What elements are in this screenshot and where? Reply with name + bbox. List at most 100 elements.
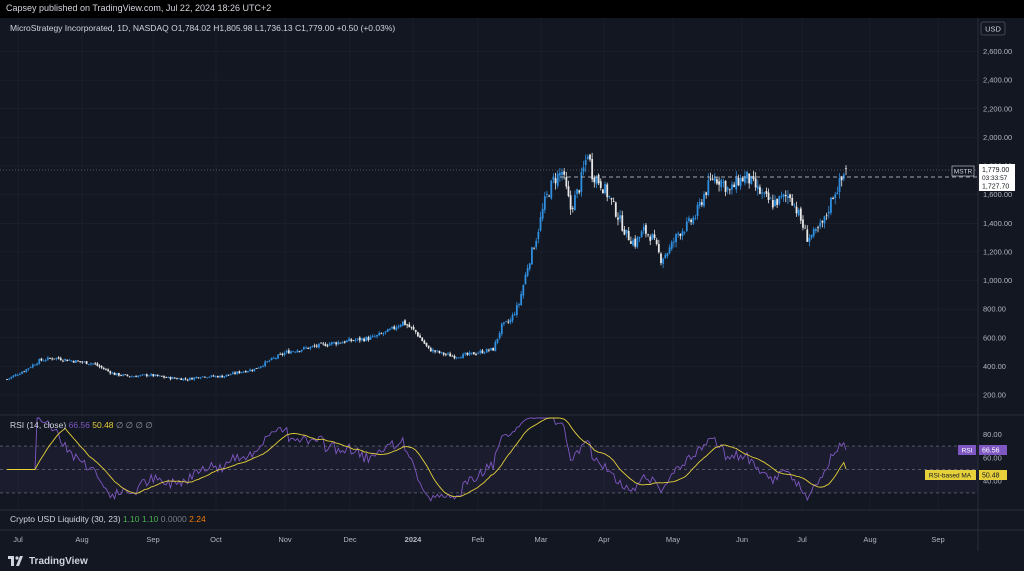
candle-body bbox=[457, 357, 460, 359]
candle-body bbox=[371, 336, 374, 337]
symbol-title[interactable]: MicroStrategy Incorporated, 1D, NASDAQ O… bbox=[10, 23, 395, 33]
candle-body bbox=[694, 217, 697, 219]
candle-body bbox=[249, 369, 251, 372]
last-price-value: 1,779.00 bbox=[982, 167, 1009, 174]
candle-body bbox=[182, 378, 185, 381]
candle-body bbox=[165, 377, 168, 378]
candle-body bbox=[705, 192, 708, 195]
candle-body bbox=[214, 376, 217, 377]
candle-body bbox=[812, 229, 815, 236]
candle-body bbox=[231, 372, 234, 375]
candle-body bbox=[406, 324, 409, 326]
candle-body bbox=[421, 337, 424, 341]
candle-body bbox=[608, 196, 611, 197]
candle-body bbox=[6, 379, 8, 380]
liquidity-legend[interactable]: Crypto USD Liquidity (30, 23) 1.10 1.10 … bbox=[10, 514, 206, 524]
candle-body bbox=[324, 343, 327, 347]
candle-body bbox=[328, 343, 331, 346]
candle-body bbox=[225, 374, 228, 377]
candle-body bbox=[410, 326, 413, 328]
candle-body bbox=[765, 191, 768, 194]
dashed-level-value: 1,727.70 bbox=[982, 184, 1009, 191]
candle-body bbox=[802, 219, 804, 228]
candle-body bbox=[494, 342, 497, 352]
candle-body bbox=[277, 354, 279, 359]
candle-body bbox=[21, 371, 23, 374]
candle-body bbox=[645, 224, 647, 234]
candle-body bbox=[756, 185, 759, 190]
candle-body bbox=[204, 376, 206, 378]
candle-body bbox=[208, 376, 211, 378]
candle-body bbox=[814, 229, 817, 231]
candle-body bbox=[363, 338, 366, 342]
price-tick-label: 200.00 bbox=[983, 391, 1006, 400]
tradingview-logo[interactable]: TradingView bbox=[8, 556, 88, 567]
rsi-tick-label: 60.00 bbox=[983, 453, 1002, 462]
candle-body bbox=[414, 329, 417, 332]
candle-body bbox=[513, 314, 516, 316]
time-tick-label: Aug bbox=[75, 535, 88, 544]
price-tick-label: 2,400.00 bbox=[983, 76, 1012, 85]
time-tick-label: Dec bbox=[343, 535, 357, 544]
candle-body bbox=[522, 284, 525, 296]
rsi-ma-value-tag-label: 50.48 bbox=[982, 473, 1000, 480]
time-tick-label: Aug bbox=[863, 535, 876, 544]
candle-body bbox=[546, 193, 548, 195]
candle-body bbox=[660, 253, 662, 264]
candle-body bbox=[778, 195, 781, 204]
candle-body bbox=[240, 372, 243, 373]
candle-body bbox=[376, 334, 378, 337]
grid-lines bbox=[0, 18, 978, 510]
candle-body bbox=[548, 195, 551, 197]
time-tick-label: Sep bbox=[931, 535, 944, 544]
candle-body bbox=[311, 345, 314, 347]
candle-body bbox=[574, 195, 576, 211]
candle-body bbox=[427, 345, 430, 348]
candle-body bbox=[649, 236, 652, 241]
candle-body bbox=[268, 360, 271, 362]
candle-body bbox=[105, 369, 107, 370]
candle-body bbox=[154, 374, 157, 377]
candle-body bbox=[94, 363, 97, 365]
price-tick-label: 1,600.00 bbox=[983, 190, 1012, 199]
price-tick-label: 1,200.00 bbox=[983, 247, 1012, 256]
candle-body bbox=[399, 324, 402, 327]
candle-body bbox=[668, 247, 671, 254]
rsi-ma-value-tag bbox=[979, 470, 1007, 480]
candle-body bbox=[326, 345, 329, 347]
candle-body bbox=[515, 305, 518, 315]
candle-body bbox=[735, 176, 738, 190]
candle-body bbox=[731, 184, 733, 190]
candle-body bbox=[186, 379, 189, 381]
candle-body bbox=[571, 208, 574, 209]
candle-body bbox=[115, 373, 118, 376]
candle-body bbox=[264, 361, 267, 367]
time-tick-label: 2024 bbox=[405, 535, 423, 544]
candle-body bbox=[825, 215, 828, 217]
candle-body bbox=[135, 376, 137, 378]
currency-button[interactable] bbox=[980, 21, 1006, 36]
candle-body bbox=[662, 258, 665, 264]
candle-body bbox=[294, 351, 297, 353]
candle-body bbox=[244, 371, 247, 373]
candle-body bbox=[700, 202, 703, 205]
candle-body bbox=[451, 355, 454, 357]
bar-countdown: 03:33:57 bbox=[982, 175, 1008, 182]
candle-body bbox=[539, 217, 542, 231]
rsi-value-tag-label: 66.56 bbox=[982, 448, 1000, 455]
candle-body bbox=[167, 376, 170, 378]
candle-body bbox=[120, 375, 122, 377]
candle-body bbox=[720, 179, 723, 188]
rsi-legend[interactable]: RSI (14, close) 66.56 50.48 ∅ ∅ ∅ ∅ bbox=[10, 420, 153, 430]
candle-body bbox=[150, 374, 153, 376]
candle-body bbox=[163, 376, 165, 378]
candle-body bbox=[160, 375, 163, 377]
candle-body bbox=[761, 192, 763, 194]
candle-body bbox=[300, 349, 303, 352]
currency-label: USD bbox=[985, 25, 1001, 34]
candle-body bbox=[283, 352, 286, 356]
candle-body bbox=[425, 342, 428, 346]
candle-body bbox=[292, 351, 295, 353]
candle-body bbox=[722, 182, 725, 183]
